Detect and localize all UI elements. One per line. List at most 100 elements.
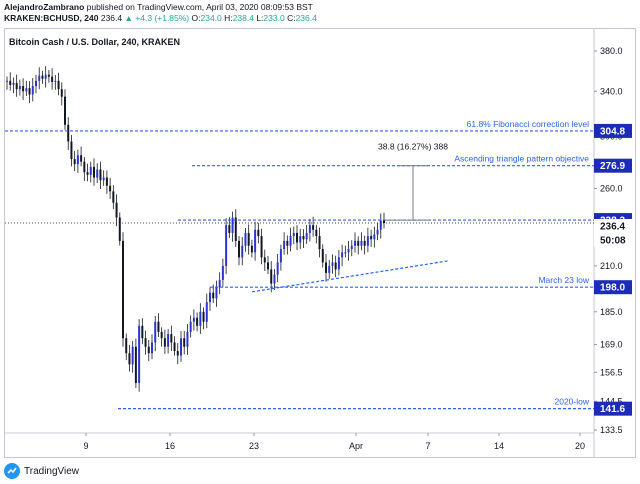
candle-body (196, 317, 199, 326)
time-axis[interactable]: 9 16 23 Apr 7 14 20 (83, 433, 585, 451)
candle-body (205, 302, 208, 322)
candle-body (215, 287, 218, 299)
candle-body (109, 185, 112, 192)
footer: TradingView (4, 462, 79, 480)
candle-body (305, 232, 308, 240)
candle-body (221, 265, 224, 280)
x-tick-label: 14 (494, 441, 504, 451)
candle-body (257, 229, 260, 237)
level-price-tag-bg (594, 158, 632, 173)
candle-body (118, 217, 121, 241)
y-tick-label: 156.5 (600, 367, 623, 377)
level-price-tag-bg (594, 280, 632, 295)
candle-body (363, 240, 366, 246)
candle-body (238, 240, 240, 258)
candle-body (325, 262, 327, 273)
candle-body (228, 225, 231, 233)
candle-body (373, 234, 376, 240)
candle-body (138, 325, 141, 383)
price-change: ▲ +4.3 (+1.85%) (124, 13, 190, 23)
candle-body (99, 169, 102, 181)
x-tick-label: Apr (349, 441, 363, 451)
published-info: published on TradingView.com, April 03, … (86, 2, 313, 12)
candle-body (263, 257, 266, 263)
candle-body (38, 75, 41, 81)
low-label: L: (256, 13, 264, 23)
candle-body (360, 240, 363, 246)
candle-body (357, 240, 360, 246)
candle-body (302, 236, 305, 240)
candle-body (250, 245, 253, 253)
candle-body (151, 342, 153, 354)
candle-body (176, 351, 179, 356)
level-label: 61.8% Fibonacci correction level (467, 119, 589, 129)
ohlc-line: KRAKEN:BCHUSD, 240 236.4 ▲ +4.3 (+1.85%)… (4, 13, 317, 24)
candle-body (163, 338, 166, 347)
level-price-tag: 276.9 (600, 161, 625, 172)
chart-canvas[interactable]: Bitcoin Cash / U.S. Dollar, 240, KRAKEN … (0, 0, 640, 460)
candle-body (25, 88, 28, 92)
candle-body (344, 252, 347, 254)
candle-body (383, 220, 385, 223)
candle-body (334, 262, 337, 270)
close-value: 236.4 (295, 13, 317, 23)
candle-body (83, 161, 86, 173)
author-name[interactable]: AlejandroZambrano (4, 2, 85, 12)
candle-body (70, 141, 73, 160)
candle-body (147, 346, 150, 354)
candle-body (134, 346, 137, 383)
brand-name[interactable]: TradingView (24, 465, 80, 477)
candle-body (125, 338, 128, 354)
candle-body (267, 262, 269, 270)
candle-body (209, 292, 211, 303)
candle-body (51, 76, 54, 82)
x-tick-label: 23 (249, 441, 259, 451)
chart-title: Bitcoin Cash / U.S. Dollar, 240, KRAKEN (9, 37, 180, 47)
candle-body (60, 89, 63, 97)
candle-body (308, 225, 311, 233)
drawings: 38.8 (16.27%) 388 (251, 142, 450, 293)
candle-body (28, 88, 31, 95)
candle-body (131, 346, 134, 365)
level-price-tag: 141.6 (600, 404, 625, 415)
candle-body (286, 240, 289, 246)
candle-body (354, 240, 356, 246)
last-price-tag: 236.4 (600, 221, 625, 232)
bar-countdown-tag: 50:08 (600, 235, 626, 246)
x-tick-label: 7 (425, 441, 430, 451)
candle-body (247, 232, 250, 246)
candle-body (144, 338, 147, 347)
candle-body (112, 191, 115, 203)
candle-body (225, 225, 228, 266)
candle-body (9, 80, 12, 85)
candle-body (93, 166, 95, 178)
measure-label: 38.8 (16.27%) 388 (378, 142, 448, 152)
chart-header: AlejandroZambrano published on TradingVi… (0, 0, 640, 28)
candle-body (299, 236, 302, 243)
candle-body (202, 311, 205, 322)
candle-body (173, 342, 176, 352)
candle-body (244, 232, 247, 246)
y-tick-label: 169.0 (600, 340, 623, 350)
candle-body (328, 265, 331, 273)
candle-body (12, 82, 15, 85)
y-tick-label: 210.0 (600, 261, 623, 271)
chart-frame[interactable] (4, 28, 636, 458)
y-tick-label: 133.5 (600, 425, 623, 435)
symbol-name[interactable]: KRAKEN:BCHUSD, 240 (4, 13, 99, 23)
level-price-tag: 198.0 (600, 283, 625, 294)
candle-body (270, 269, 273, 284)
level-label: March 23 low (538, 275, 589, 285)
candle-body (44, 74, 47, 79)
candle-body (15, 82, 18, 90)
last-price: 236.4 (100, 13, 123, 23)
candle-body (189, 321, 192, 332)
candle-body (64, 96, 66, 125)
open-label: O: (191, 13, 201, 23)
open-value: 234.0 (200, 13, 222, 23)
candle-body (199, 311, 202, 326)
candle-body (276, 262, 279, 275)
candle-body (341, 252, 344, 258)
tradingview-logo-icon[interactable] (4, 463, 20, 479)
candle-body (105, 177, 108, 186)
